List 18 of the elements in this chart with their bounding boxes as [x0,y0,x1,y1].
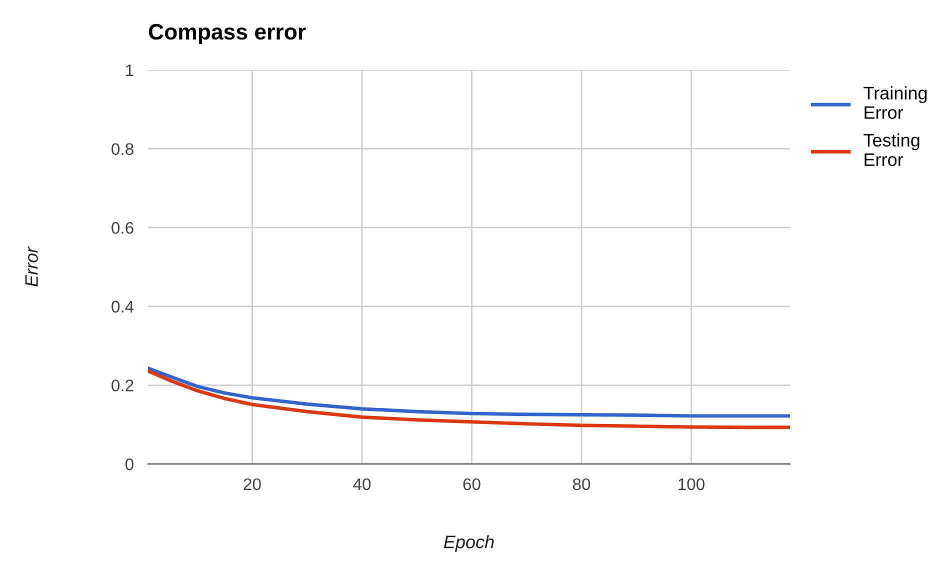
line-series [148,369,790,430]
legend-label: Training Error [864,86,927,119]
y-axis-title: Error [25,246,38,287]
y-tick-label: 1 [126,64,134,76]
y-tick-label: 0 [125,458,134,470]
x-axis-title: Epoch [444,535,494,552]
legend-label: Testing Error [864,133,920,166]
x-tick-label: 60 [463,478,480,490]
line-series [148,366,790,418]
chart-title: Compass error [148,24,306,44]
y-tick-label: 0.6 [112,222,134,234]
y-tick-label: 0.2 [112,380,134,392]
y-tick-label: 0.8 [112,143,134,156]
x-tick-label: 40 [353,478,371,490]
x-tick-label: 20 [244,478,261,490]
y-tick-label: 0.4 [112,300,134,313]
x-tick-label: 80 [572,478,590,490]
x-tick-label: 100 [678,478,704,490]
